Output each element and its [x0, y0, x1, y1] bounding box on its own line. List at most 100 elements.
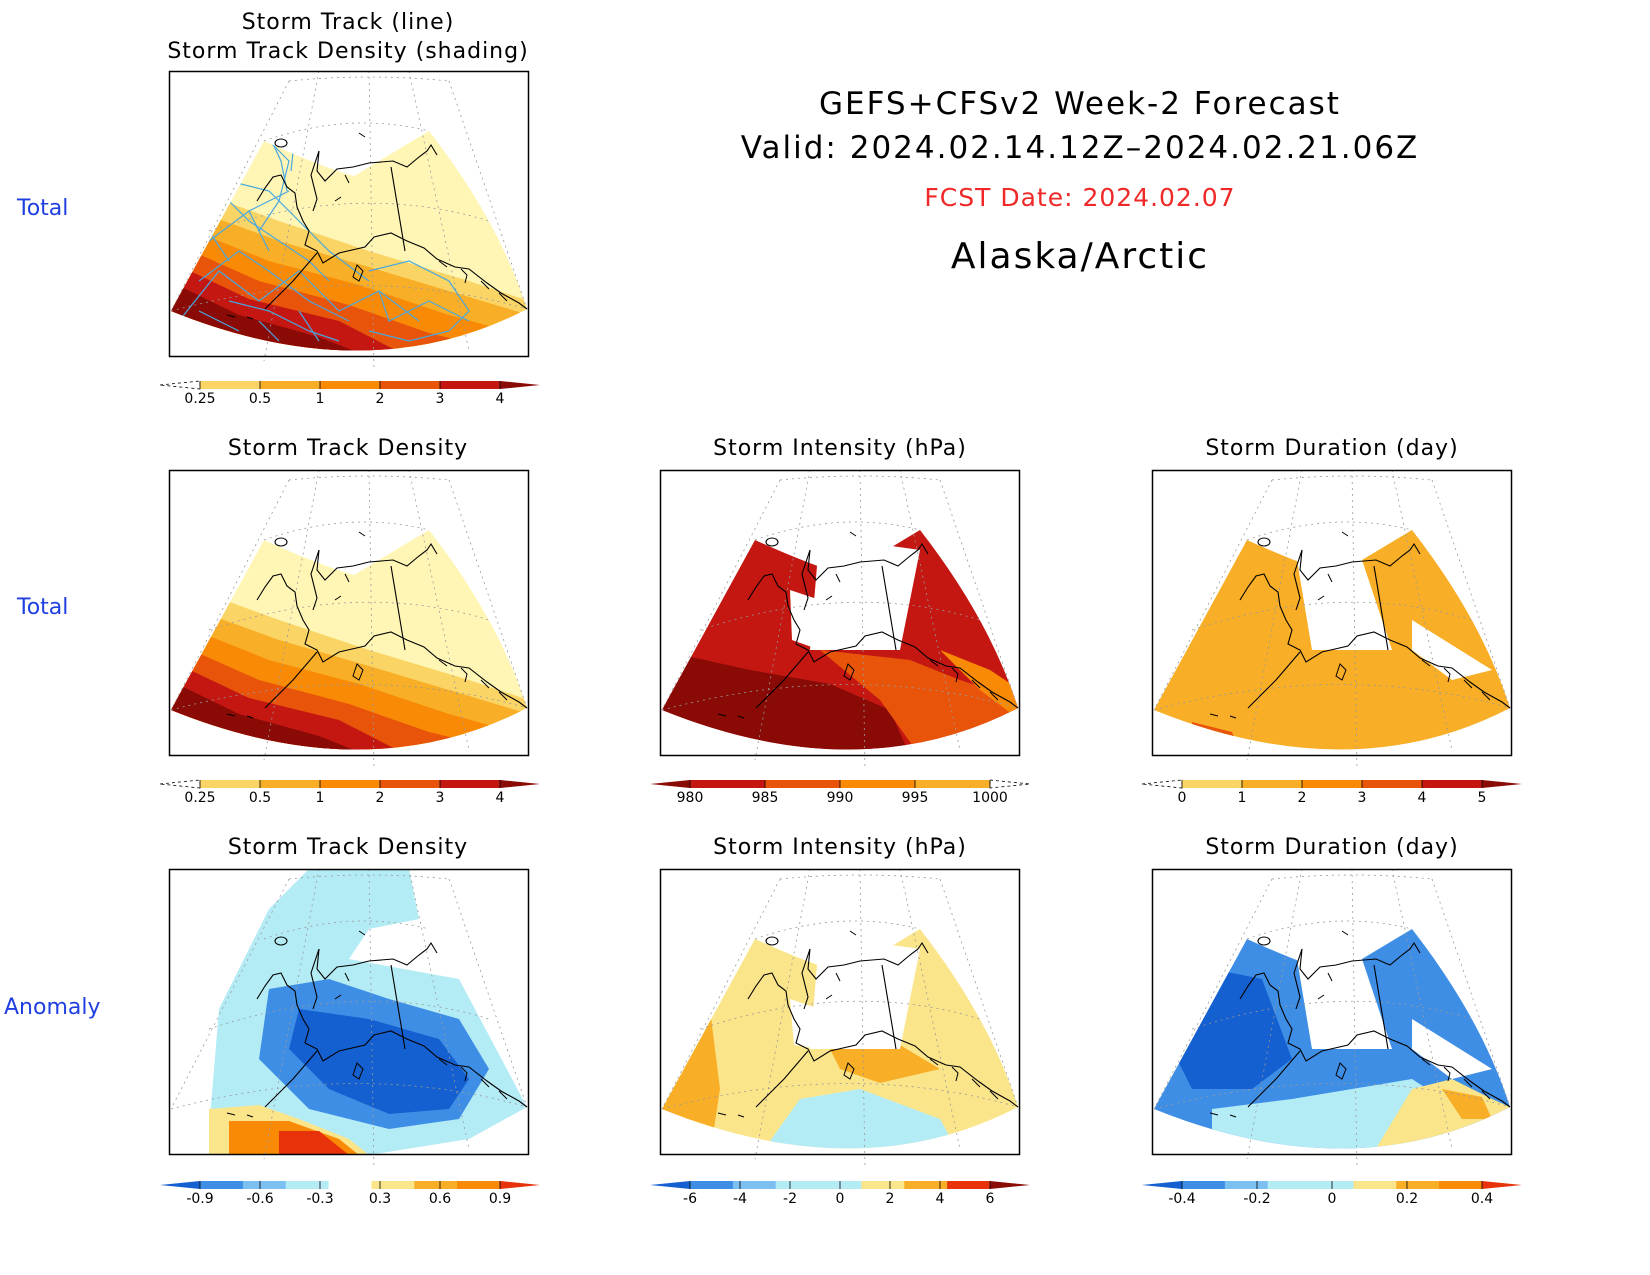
panel-3-title: Storm Intensity (hPa): [713, 436, 967, 461]
colorbar-swatch: [1362, 780, 1423, 788]
colorbar-swatch: [200, 381, 261, 389]
colorbar-tick-label: 2: [376, 790, 385, 806]
row-label-anomaly: Anomaly: [4, 995, 101, 1020]
map-panel-density-total: [168, 469, 530, 771]
colorbar-swatch: [1302, 780, 1363, 788]
colorbar-swatch: [990, 1181, 1030, 1189]
colorbar-tick-label: -4: [733, 1191, 747, 1207]
colorbar-tick-label: -0.2: [1243, 1191, 1270, 1207]
colorbar-density-total: 0.25 0.5 1 2 3 4: [159, 779, 540, 806]
colorbar-tick-label: -6: [683, 1191, 697, 1207]
colorbar-swatch: [1141, 779, 1183, 789]
colorbar-swatch: [915, 780, 991, 788]
colorbar-swatch: [765, 780, 841, 788]
colorbar-swatch: [650, 780, 690, 788]
colorbar-swatch: [200, 780, 261, 788]
colorbar-swatch: [159, 779, 201, 789]
panel-1-title-line2: Storm Track Density (shading): [167, 39, 529, 64]
colorbar-tick-label: 4: [1418, 790, 1427, 806]
colorbar-swatch: [1482, 1181, 1522, 1189]
colorbar-swatch: [690, 1181, 734, 1189]
colorbar-swatch: [260, 780, 321, 788]
colorbar-storm-track: 0.25 0.5 1 2 3 4: [159, 380, 540, 407]
colorbar-tick-label: 4: [936, 1191, 945, 1207]
colorbar-tick-label: 0.25: [184, 391, 215, 407]
panel-1-title-line1: Storm Track (line): [241, 10, 455, 35]
panel-2-title: Storm Track Density: [227, 436, 469, 461]
colorbar-swatch: [904, 1181, 948, 1189]
colorbar-swatch: [500, 1181, 540, 1189]
colorbar-swatch: [440, 381, 501, 389]
colorbar-tick-label: 6: [986, 1191, 995, 1207]
colorbar-swatch: [380, 780, 441, 788]
colorbar-swatch: [200, 1181, 244, 1189]
colorbar-swatch: [1224, 1181, 1269, 1189]
map-panel-density-anomaly: [168, 868, 530, 1170]
colorbar-swatch: [947, 1181, 991, 1189]
colorbar-swatch: [1396, 1181, 1440, 1189]
colorbar-swatch: [457, 1181, 501, 1189]
colorbar-tick-label: 0.4: [1471, 1191, 1493, 1207]
colorbar-duration-anomaly: -0.4 -0.2 0 0.2 0.4: [1142, 1181, 1522, 1207]
colorbar-tick-label: 2: [1298, 790, 1307, 806]
colorbar-tick-label: 0.5: [249, 391, 271, 407]
colorbar-swatch: [159, 380, 201, 390]
colorbar-swatch: [440, 780, 501, 788]
colorbar-tick-label: -2: [783, 1191, 797, 1207]
colorbar-tick-label: 4: [496, 790, 505, 806]
colorbar-swatch: [500, 381, 540, 389]
colorbar-swatch: [320, 780, 381, 788]
colorbar-swatch: [320, 381, 381, 389]
colorbar-swatch: [371, 1181, 415, 1189]
colorbar-intensity-anomaly: -6 -4 -2 0 2 4 6: [650, 1181, 1030, 1207]
panel-4-title: Storm Duration (day): [1205, 436, 1459, 461]
colorbar-swatch: [1242, 780, 1303, 788]
colorbar-tick-label: 0.3: [369, 1191, 391, 1207]
colorbar-tick-label: 1: [316, 790, 325, 806]
colorbar-tick-label: 995: [902, 790, 929, 806]
colorbar-swatch: [1439, 1181, 1483, 1189]
colorbar-swatch: [285, 1181, 330, 1189]
colorbar-tick-label: 1000: [972, 790, 1008, 806]
colorbar-tick-label: 2: [886, 1191, 895, 1207]
colorbar-swatch: [160, 1181, 200, 1189]
colorbar-tick-label: 1: [1238, 790, 1247, 806]
colorbar-swatch: [500, 780, 540, 788]
colorbar-tick-label: 3: [1358, 790, 1367, 806]
colorbar-swatch: [775, 1181, 820, 1189]
row-label-total-1: Total: [17, 196, 69, 221]
colorbar-tick-label: 0: [1328, 1191, 1337, 1207]
colorbar-tick-label: 5: [1478, 790, 1487, 806]
colorbar-swatch: [1353, 1181, 1397, 1189]
colorbar-tick-label: -0.6: [246, 1191, 273, 1207]
colorbar-swatch: [242, 1181, 287, 1189]
colorbar-swatch: [732, 1181, 777, 1189]
colorbar-swatch: [1142, 1181, 1182, 1189]
colorbar-swatch: [414, 1181, 458, 1189]
colorbar-swatch: [1182, 780, 1243, 788]
colorbar-duration-total: 0 1 2 3 4 5: [1141, 779, 1522, 806]
colorbar-tick-label: -0.4: [1168, 1191, 1195, 1207]
colorbar-tick-label: 3: [436, 391, 445, 407]
colorbar-swatch: [690, 780, 766, 788]
colorbar-tick-label: -0.3: [306, 1191, 333, 1207]
colorbar-tick-label: 0.2: [1396, 1191, 1418, 1207]
colorbar-tick-label: 0: [1178, 790, 1187, 806]
colorbar-swatch: [380, 381, 441, 389]
colorbar-tick-label: 1: [316, 391, 325, 407]
colorbar-intensity-total: 980 985 990 995 1000: [650, 779, 1031, 806]
colorbar-tick-label: 0.9: [489, 1191, 511, 1207]
colorbar-tick-label: 0: [836, 1191, 845, 1207]
colorbar-tick-label: 990: [827, 790, 854, 806]
map-panel-intensity-anomaly: [659, 868, 1021, 1170]
region-title: Alaska/Arctic: [950, 236, 1210, 277]
colorbar-swatch: [260, 381, 321, 389]
panel-7-title: Storm Duration (day): [1205, 835, 1459, 860]
colorbar-tick-label: 985: [752, 790, 779, 806]
colorbar-swatch: [840, 780, 916, 788]
colorbar-tick-label: 4: [496, 391, 505, 407]
map-panel-storm-track: [168, 70, 530, 372]
colorbar-swatch: [1482, 780, 1522, 788]
colorbar-tick-label: 3: [436, 790, 445, 806]
colorbar-swatch: [861, 1181, 905, 1189]
